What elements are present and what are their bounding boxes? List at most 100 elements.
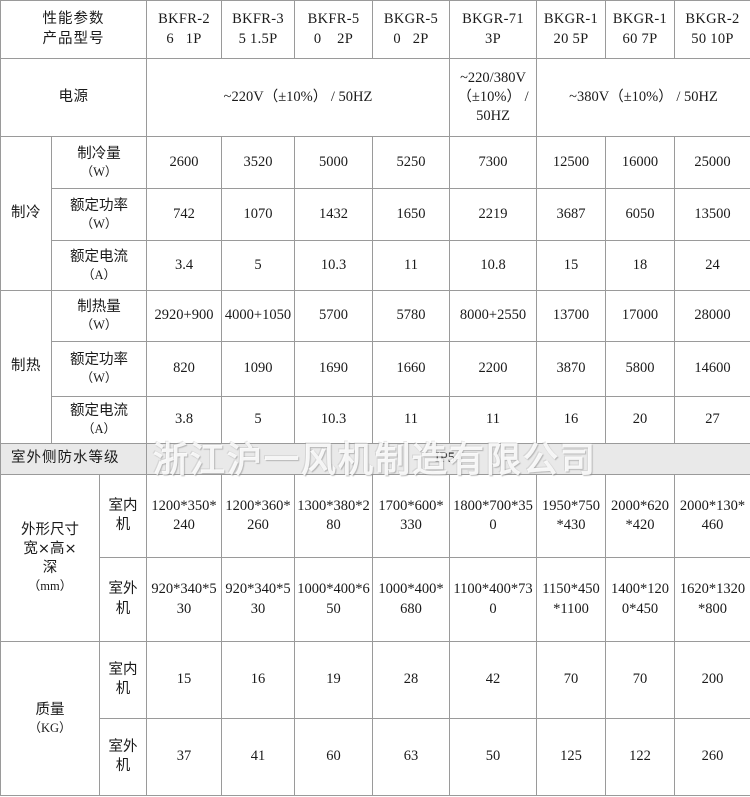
table-cell: 5800 bbox=[605, 341, 676, 397]
model-header-7: BKGR-1 60 7P bbox=[605, 0, 676, 59]
table-cell: 16 bbox=[536, 396, 607, 444]
table-cell: 1000*400*680 bbox=[372, 557, 451, 642]
table-cell: 7300 bbox=[449, 136, 538, 189]
table-cell: 200 bbox=[674, 641, 750, 719]
table-cell: 2000*620*420 bbox=[605, 474, 676, 558]
model-header-4: BKGR-5 0 2P bbox=[372, 0, 451, 59]
table-cell: 13700 bbox=[536, 290, 607, 342]
model-header-2: BKFR-3 5 1.5P bbox=[221, 0, 296, 59]
table-cell: 1150*450*1100 bbox=[536, 557, 607, 642]
table-cell: 27 bbox=[674, 396, 750, 444]
table-cell: 15 bbox=[536, 240, 607, 291]
heating-rated-current-label: 额定电流 （A） bbox=[50, 396, 148, 444]
table-cell: 60 bbox=[294, 718, 374, 796]
cooling-rated-current-label: 额定电流 （A） bbox=[50, 240, 148, 291]
cooling-rated-power-name: 额定功率 bbox=[70, 197, 128, 214]
table-cell: 20 bbox=[605, 396, 676, 444]
table-cell: 28000 bbox=[674, 290, 750, 342]
table-cell: 3.4 bbox=[146, 240, 223, 291]
table-cell: 3.8 bbox=[146, 396, 223, 444]
table-cell: 1400*1200*450 bbox=[605, 557, 676, 642]
cooling-capacity-name: 制冷量 bbox=[77, 145, 121, 162]
table-cell: 11 bbox=[372, 396, 451, 444]
power-supply-value-380v: ~380V（±10%） / 50HZ bbox=[536, 58, 750, 137]
table-cell: 1200*350*240 bbox=[146, 474, 223, 558]
dimensions-label-line2: 宽×高× bbox=[23, 541, 77, 558]
model-header-5: BKGR-71 3P bbox=[449, 0, 538, 59]
table-cell: 3687 bbox=[536, 188, 607, 241]
table-cell: 14600 bbox=[674, 341, 750, 397]
waterproof-grade-value: IP54 bbox=[146, 443, 750, 475]
table-cell: 8000+2550 bbox=[449, 290, 538, 342]
table-cell: 1000*400*650 bbox=[294, 557, 374, 642]
weight-outdoor-label: 室外机 bbox=[98, 718, 148, 796]
dimensions-label-unit: （mm） bbox=[27, 579, 73, 594]
table-cell: 1620*1320*800 bbox=[674, 557, 750, 642]
model-header-6: BKGR-1 20 5P bbox=[536, 0, 607, 59]
table-cell: 12500 bbox=[536, 136, 607, 189]
table-cell: 1100*400*730 bbox=[449, 557, 538, 642]
table-cell: 820 bbox=[146, 341, 223, 397]
heating-capacity-label: 制热量 （W） bbox=[50, 290, 148, 342]
power-supply-label: 电源 bbox=[0, 58, 148, 137]
weight-outdoor-row: 室外机 37 41 60 63 50 125 122 260 bbox=[1, 718, 750, 796]
power-supply-value-220v: ~220V（±10%） / 50HZ bbox=[146, 58, 451, 137]
table-cell: 70 bbox=[605, 641, 676, 719]
table-cell: 11 bbox=[449, 396, 538, 444]
heating-rated-power-unit: （W） bbox=[80, 371, 118, 386]
table-cell: 24 bbox=[674, 240, 750, 291]
table-cell: 37 bbox=[146, 718, 223, 796]
table-cell: 19 bbox=[294, 641, 374, 719]
heating-rated-current-row: 额定电流 （A） 3.8 5 10.3 11 11 16 20 27 bbox=[1, 396, 750, 444]
table-cell: 15 bbox=[146, 641, 223, 719]
header-corner-cell: 性能参数 产品型号 bbox=[0, 0, 148, 59]
dimensions-indoor-label: 室内机 bbox=[98, 474, 148, 558]
table-cell: 10.3 bbox=[294, 396, 374, 444]
table-cell: 1660 bbox=[372, 341, 451, 397]
table-cell: 5 bbox=[221, 240, 296, 291]
dimensions-indoor-row: 外形尺寸 宽×高× 深 （mm） 室内机 1200*350*240 1200*3… bbox=[0, 474, 750, 642]
table-cell: 2920+900 bbox=[146, 290, 223, 342]
cooling-rated-power-label: 额定功率 （W） bbox=[50, 188, 148, 241]
table-cell: 70 bbox=[536, 641, 607, 719]
table-cell: 920*340*530 bbox=[146, 557, 223, 642]
weight-label-unit: （KG） bbox=[28, 720, 72, 735]
weight-label-name: 质量 bbox=[35, 701, 65, 718]
table-cell: 1200*360*260 bbox=[221, 474, 296, 558]
table-cell: 1950*750*430 bbox=[536, 474, 607, 558]
table-cell: 1432 bbox=[294, 188, 374, 241]
table-cell: 5000 bbox=[294, 136, 374, 189]
table-cell: 3520 bbox=[221, 136, 296, 189]
cooling-capacity-unit: （W） bbox=[80, 164, 118, 179]
heating-capacity-name: 制热量 bbox=[77, 299, 121, 316]
heating-capacity-unit: （W） bbox=[80, 318, 118, 333]
heating-rated-current-unit: （A） bbox=[81, 422, 117, 437]
table-cell: 5700 bbox=[294, 290, 374, 342]
table-cell: 16000 bbox=[605, 136, 676, 189]
power-supply-value-220-380v: ~220/380V（±10%） / 50HZ bbox=[449, 58, 538, 137]
table-cell: 3870 bbox=[536, 341, 607, 397]
table-header-row: 性能参数 产品型号 BKFR-2 6 1P BKFR-3 5 1.5P BKFR… bbox=[0, 0, 750, 59]
heating-group-label: 制热 bbox=[0, 290, 52, 444]
table-cell: 16 bbox=[221, 641, 296, 719]
cooling-rated-current-row: 额定电流 （A） 3.4 5 10.3 11 10.8 15 18 24 bbox=[1, 240, 750, 291]
weight-group-label: 质量 （KG） bbox=[0, 641, 100, 796]
table-cell: 28 bbox=[372, 641, 451, 719]
cooling-rated-current-name: 额定电流 bbox=[70, 248, 128, 265]
table-cell: 125 bbox=[536, 718, 607, 796]
heating-rated-power-label: 额定功率 （W） bbox=[50, 341, 148, 397]
table-cell: 920*340*530 bbox=[221, 557, 296, 642]
table-cell: 1090 bbox=[221, 341, 296, 397]
table-cell: 2200 bbox=[449, 341, 538, 397]
table-cell: 2219 bbox=[449, 188, 538, 241]
heating-rated-power-name: 额定功率 bbox=[70, 352, 128, 369]
power-supply-row: 电源 ~220V（±10%） / 50HZ ~220/380V（±10%） / … bbox=[0, 58, 750, 137]
table-cell: 122 bbox=[605, 718, 676, 796]
table-cell: 6050 bbox=[605, 188, 676, 241]
table-cell: 260 bbox=[674, 718, 750, 796]
cooling-group-label: 制冷 bbox=[0, 136, 52, 291]
cooling-rated-power-unit: （W） bbox=[80, 216, 118, 231]
weight-indoor-row: 质量 （KG） 室内机 15 16 19 28 42 70 70 200 bbox=[0, 641, 750, 796]
heating-capacity-row: 制热 制热量 （W） 2920+900 4000+1050 5700 5780 … bbox=[0, 290, 750, 444]
waterproof-grade-row: 室外侧防水等级 IP54 bbox=[0, 443, 750, 475]
